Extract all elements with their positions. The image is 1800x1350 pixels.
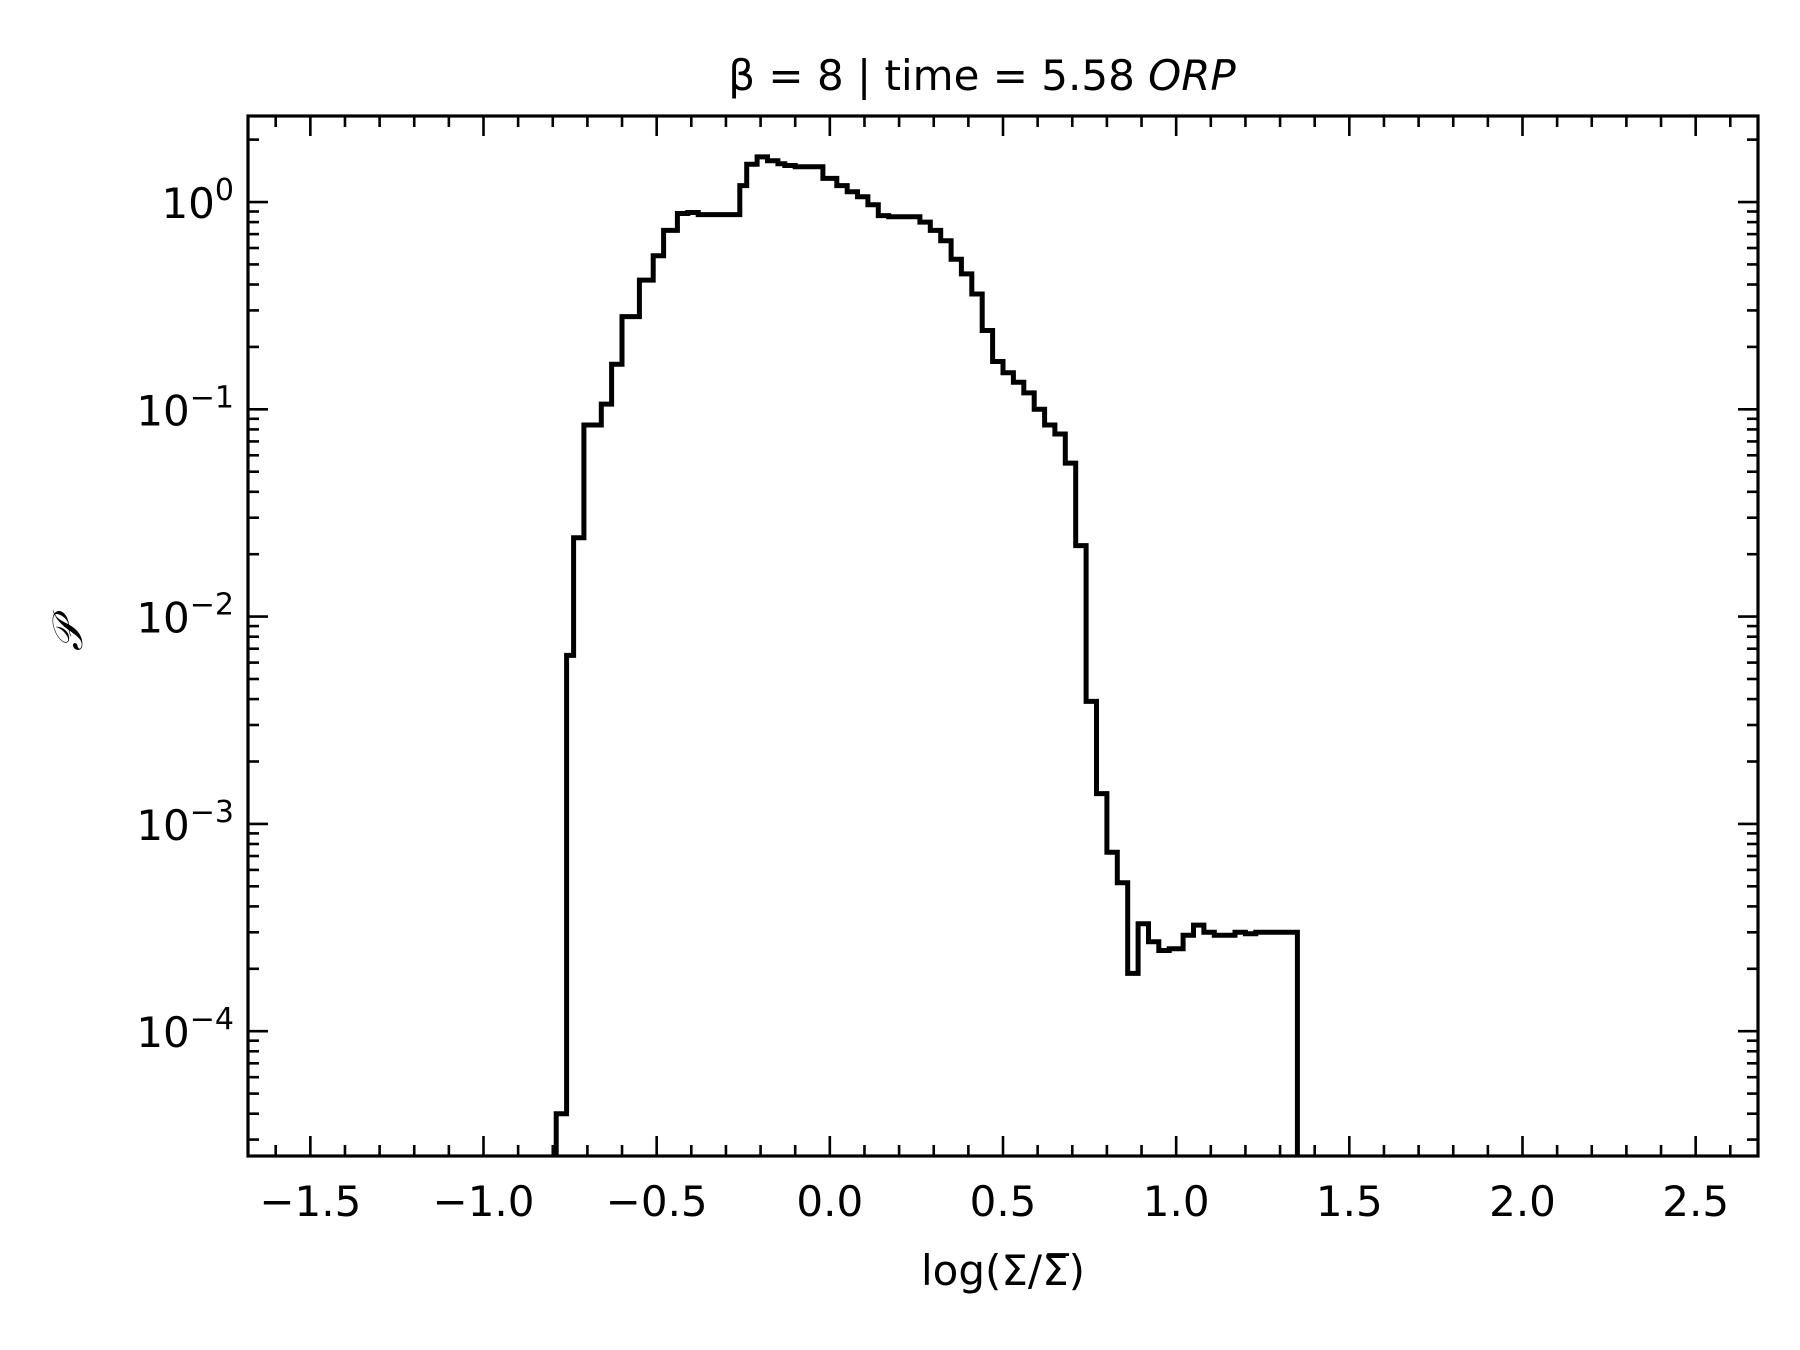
y-tick-label-base: 10: [161, 179, 214, 228]
chart-title-main: β = 8 | time = 5.58: [728, 51, 1148, 100]
histogram-step-line: [553, 154, 1300, 1156]
series-layer: [553, 154, 1300, 1156]
axis-ticks: [248, 116, 1758, 1156]
x-tick-label: 1.0: [1143, 1177, 1210, 1226]
x-tick-label: −0.5: [606, 1177, 708, 1226]
x-tick-labels: −1.5 −1.0 −0.5 0.0 0.5 1.0 1.5 2.0 2.5: [259, 1177, 1729, 1226]
y-tick-label: 10−1: [136, 380, 234, 435]
x-tick-label: −1.0: [433, 1177, 535, 1226]
y-tick-label-exponent: −1: [190, 380, 234, 415]
y-tick-label-base: 10: [136, 386, 189, 435]
y-tick-label: 10−2: [136, 588, 234, 643]
plot-frame: [246, 114, 1760, 1158]
chart-title: β = 8 | time = 5.58 ORP: [728, 51, 1236, 100]
y-tick-label: 100: [161, 173, 234, 228]
y-tick-label: 10−4: [136, 1002, 234, 1057]
y-tick-label-exponent: −2: [190, 588, 234, 623]
y-tick-label-exponent: 0: [215, 173, 234, 208]
y-tick-label-exponent: −3: [190, 795, 234, 830]
chart-title-unit: ORP: [1148, 51, 1236, 100]
x-tick-label: −1.5: [259, 1177, 361, 1226]
x-tick-label: 0.5: [970, 1177, 1037, 1226]
x-tick-label: 1.5: [1316, 1177, 1383, 1226]
y-tick-label: 10−3: [136, 795, 234, 850]
y-tick-label-base: 10: [136, 594, 189, 643]
x-tick-label: 2.0: [1489, 1177, 1556, 1226]
y-tick-label-base: 10: [136, 801, 189, 850]
x-tick-label: 2.5: [1662, 1177, 1729, 1226]
x-axis-label: log(Σ/Σ̅): [921, 1246, 1085, 1295]
y-tick-label-base: 10: [136, 1008, 189, 1057]
x-tick-label: 0.0: [796, 1177, 863, 1226]
y-tick-label-exponent: −4: [190, 1002, 234, 1037]
